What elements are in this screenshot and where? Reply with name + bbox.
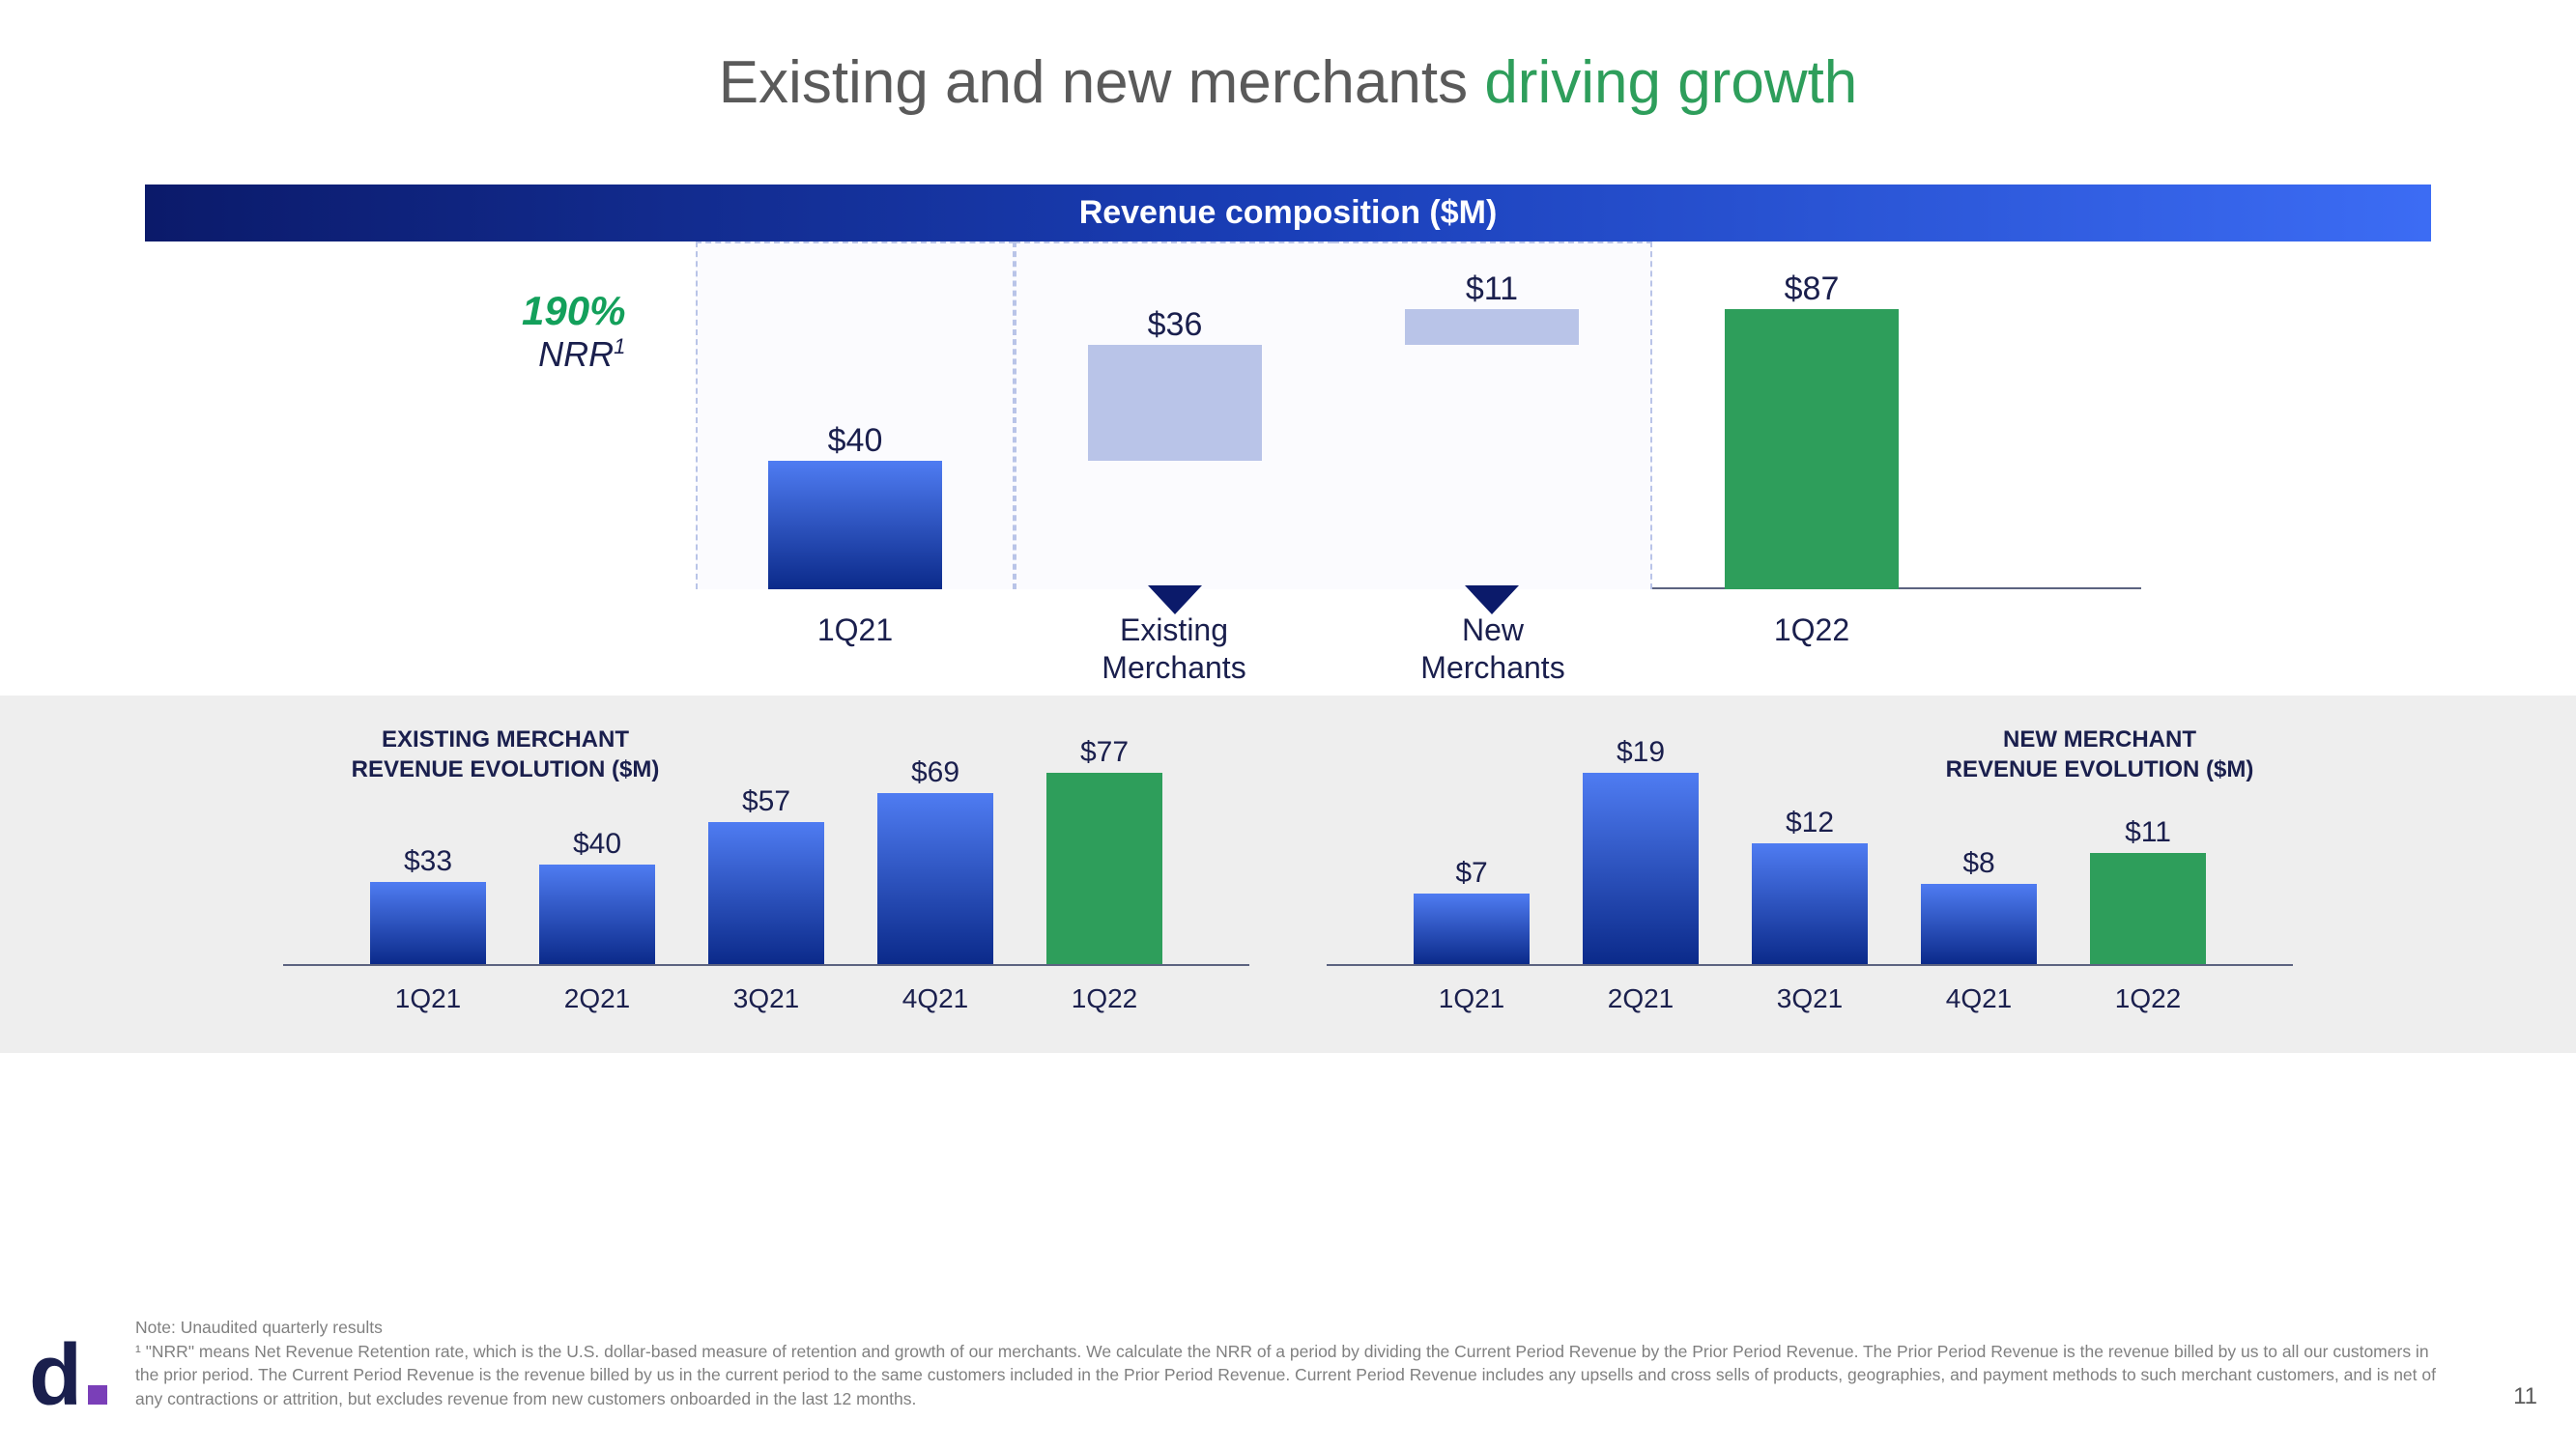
page-title: Existing and new merchants driving growt… (0, 0, 2576, 146)
waterfall-labels: 1Q21ExistingMerchantsNewMerchants1Q22 (696, 611, 2141, 686)
mini-bar-category: 3Q21 (708, 983, 824, 1014)
waterfall-section: 190% NRR1 $40 $36 $11 $87 1Q21ExistingMerch… (145, 242, 2431, 696)
mini-bar-category: 4Q21 (1921, 983, 2037, 1014)
mini-bar: $57 (708, 822, 824, 964)
mini-bar: $19 (1583, 773, 1699, 964)
existing-merchant-chart: EXISTING MERCHANT REVENUE EVOLUTION ($M)… (283, 724, 1249, 1014)
waterfall-bar-value: $36 (1088, 306, 1262, 344)
waterfall-category-label: ExistingMerchants (1015, 611, 1333, 686)
mini-bar-value: $33 (360, 845, 496, 878)
mini-bar: $7 (1414, 894, 1530, 964)
waterfall-category-label: 1Q22 (1652, 611, 1971, 686)
nrr-value: 190% (522, 288, 625, 334)
mini-bar: $8 (1921, 884, 2037, 964)
mini-bar-category: 1Q21 (1414, 983, 1530, 1014)
mini-bar-value: $8 (1911, 847, 2046, 880)
existing-categories: 1Q21 2Q21 3Q21 4Q21 1Q22 (283, 983, 1249, 1014)
new-categories: 1Q21 2Q21 3Q21 4Q21 1Q22 (1327, 983, 2293, 1014)
page-number: 11 (2513, 1383, 2537, 1410)
waterfall-bar-value: $40 (768, 422, 942, 460)
mini-bar-category: 1Q22 (1046, 983, 1162, 1014)
footnote-1: ¹ "NRR" means Net Revenue Retention rate… (135, 1340, 2441, 1411)
triangle-down-icon (1465, 585, 1519, 614)
mini-bar-value: $12 (1742, 807, 1877, 839)
mini-bar-value: $40 (530, 828, 665, 861)
mini-bar-category: 2Q21 (1583, 983, 1699, 1014)
mini-bar-value: $57 (699, 785, 834, 818)
waterfall-bar: $11 (1333, 242, 1652, 589)
waterfall-bar-value: $11 (1405, 270, 1579, 308)
waterfall-bar: $87 (1652, 242, 1971, 589)
waterfall-groups: $40 $36 $11 $87 (696, 242, 2141, 589)
logo: d (29, 1341, 107, 1410)
mini-bar: $11 (2090, 853, 2206, 964)
mini-bar-category: 3Q21 (1752, 983, 1868, 1014)
waterfall-bar: $36 (1015, 242, 1333, 589)
title-accent: driving growth (1484, 49, 1857, 116)
triangle-down-icon (1148, 585, 1202, 614)
new-bars: $7 $19 $12 $8 $11 (1327, 753, 2293, 966)
footnote: Note: Unaudited quarterly results ¹ "NRR… (135, 1316, 2441, 1410)
mini-bar: $33 (370, 882, 486, 964)
waterfall-bar-rect: $11 (1405, 309, 1579, 345)
waterfall-bar-rect: $87 (1725, 309, 1899, 589)
waterfall-bar-rect: $40 (768, 461, 942, 589)
footnote-note: Note: Unaudited quarterly results (135, 1316, 2441, 1340)
mini-bar-value: $69 (868, 756, 1003, 789)
logo-text: d (29, 1327, 82, 1424)
mini-bar-value: $77 (1037, 736, 1172, 769)
title-part1: Existing and new merchants (719, 49, 1485, 116)
mini-bar-value: $19 (1573, 736, 1708, 769)
mini-bar: $77 (1046, 773, 1162, 964)
existing-bars: $33 $40 $57 $69 $77 (283, 753, 1249, 966)
waterfall-category-label: 1Q21 (696, 611, 1015, 686)
mini-bar-category: 2Q21 (539, 983, 655, 1014)
mini-bar-value: $7 (1404, 857, 1539, 890)
mini-bar-category: 4Q21 (877, 983, 993, 1014)
waterfall-category-label: NewMerchants (1333, 611, 1652, 686)
waterfall-bar-value: $87 (1725, 270, 1899, 308)
mini-bar: $40 (539, 865, 655, 964)
mini-bar-value: $11 (2080, 816, 2216, 849)
bottom-section: EXISTING MERCHANT REVENUE EVOLUTION ($M)… (0, 696, 2576, 1053)
logo-square-icon (88, 1385, 107, 1405)
waterfall-bar-rect: $36 (1088, 345, 1262, 461)
new-merchant-chart: NEW MERCHANT REVENUE EVOLUTION ($M) $7$1… (1327, 724, 2293, 1014)
waterfall-bar: $40 (696, 242, 1015, 589)
mini-bar: $69 (877, 793, 993, 964)
mini-bar-category: 1Q22 (2090, 983, 2206, 1014)
mini-bar: $12 (1752, 843, 1868, 964)
nrr-box: 190% NRR1 (522, 288, 625, 375)
mini-bar-category: 1Q21 (370, 983, 486, 1014)
nrr-label: NRR1 (522, 334, 625, 375)
revenue-composition-banner: Revenue composition ($M) (145, 185, 2431, 242)
